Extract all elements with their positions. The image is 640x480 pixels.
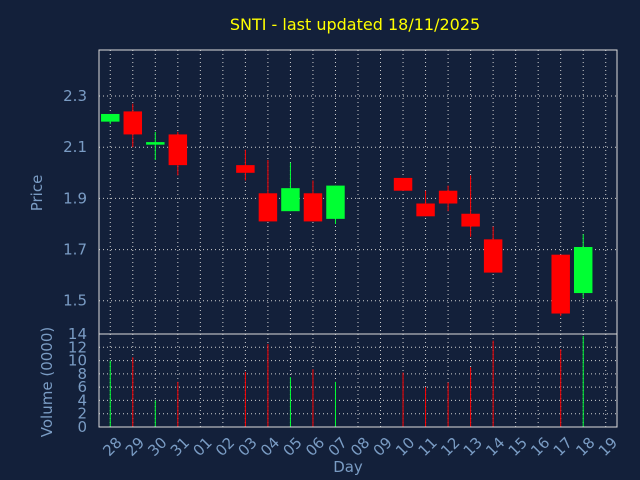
candle-body xyxy=(258,193,278,222)
price-tick-label: 2.3 xyxy=(63,87,87,105)
price-tick-label: 1.7 xyxy=(63,241,87,259)
chart-title: SNTI - last updated 18/11/2025 xyxy=(230,15,480,34)
volume-axis-label: Volume (0000) xyxy=(38,327,56,437)
candle-body xyxy=(146,142,165,145)
volume-tick-label: 8 xyxy=(77,365,87,383)
volume-tick-label: 6 xyxy=(77,378,87,396)
candle-body xyxy=(461,213,480,227)
candle-body xyxy=(236,165,255,173)
candle-body xyxy=(438,190,458,204)
volume-layer xyxy=(109,335,584,427)
candle-body xyxy=(101,113,120,122)
candle-body xyxy=(416,203,435,217)
volume-tick-label: 2 xyxy=(77,405,87,423)
candle-layer xyxy=(101,103,593,317)
price-tick-label: 1.9 xyxy=(63,189,87,207)
candle-body xyxy=(303,193,323,222)
x-tick-labels: 2829303101020304050607080910111213141516… xyxy=(99,434,621,460)
x-axis-label: Day xyxy=(333,458,363,476)
x-tick-label: 19 xyxy=(595,434,621,460)
candle-body xyxy=(483,239,503,273)
volume-tick-label: 12 xyxy=(68,338,87,356)
price-tick-label: 1.5 xyxy=(63,292,87,310)
candle-body xyxy=(123,111,143,135)
candle-body xyxy=(281,188,300,212)
candle-body xyxy=(573,247,593,294)
volume-tick-label: 14 xyxy=(68,325,87,343)
candle-body xyxy=(326,185,345,219)
frame-layer xyxy=(98,49,618,428)
candle-body xyxy=(168,134,188,166)
grid-layer xyxy=(99,50,617,428)
candle-body xyxy=(551,254,570,314)
price-axis-label: Price xyxy=(28,175,46,212)
volume-tick-label: 0 xyxy=(77,418,87,436)
price-tick-label: 2.1 xyxy=(63,138,87,156)
plot-frame xyxy=(98,49,618,428)
volume-tick-label: 10 xyxy=(68,352,87,370)
volume-tick-label: 4 xyxy=(77,391,87,409)
candle-body xyxy=(393,177,413,191)
price-tick-labels: 1.5 1.7 1.9 2.1 2.3 xyxy=(63,87,87,310)
